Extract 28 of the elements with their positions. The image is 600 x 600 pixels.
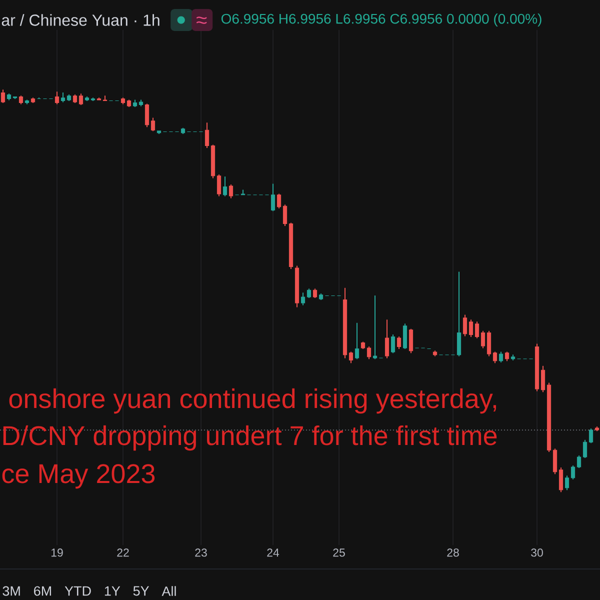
- candlestick: [84, 96, 90, 101]
- text: YTD: [64, 586, 91, 596]
- text: 5Y: [133, 586, 150, 596]
- text: 1Y: [104, 586, 120, 596]
- x-tick-label: 23: [195, 548, 207, 557]
- text: All: [162, 586, 176, 596]
- candlestick: [90, 98, 96, 101]
- chart-title: ar / Chinese Yuan · 1h: [2, 14, 160, 26]
- x-tick-label: 25: [333, 548, 345, 557]
- candlestick: [138, 100, 144, 106]
- annotation: onshore yuan continued rising yesterday,: [9, 388, 496, 414]
- x-tick-label: 28: [447, 548, 459, 557]
- text: 3M: [2, 586, 20, 596]
- candlestick: [372, 295, 378, 360]
- candlestick: [102, 96, 108, 101]
- text: 6M: [34, 586, 52, 596]
- candlestick: [240, 190, 246, 196]
- x-tick-label: 19: [51, 548, 63, 557]
- candlestick: [60, 92, 66, 102]
- candlestick: [594, 426, 600, 432]
- annotation: ce May 2023: [2, 464, 155, 489]
- x-tick-label: 30: [531, 548, 543, 557]
- chart-subtitle: O6.9956 H6.9956 L6.9956 C6.9956 0.0000 (0.00%): [221, 13, 542, 27]
- annotation: D/CNY dropping undert 7 for the first time: [3, 425, 497, 451]
- candlestick: [96, 98, 102, 100]
- x-tick-label: 24: [267, 548, 280, 557]
- candlestick: [12, 96, 18, 99]
- x-tick-label: 22: [117, 548, 129, 557]
